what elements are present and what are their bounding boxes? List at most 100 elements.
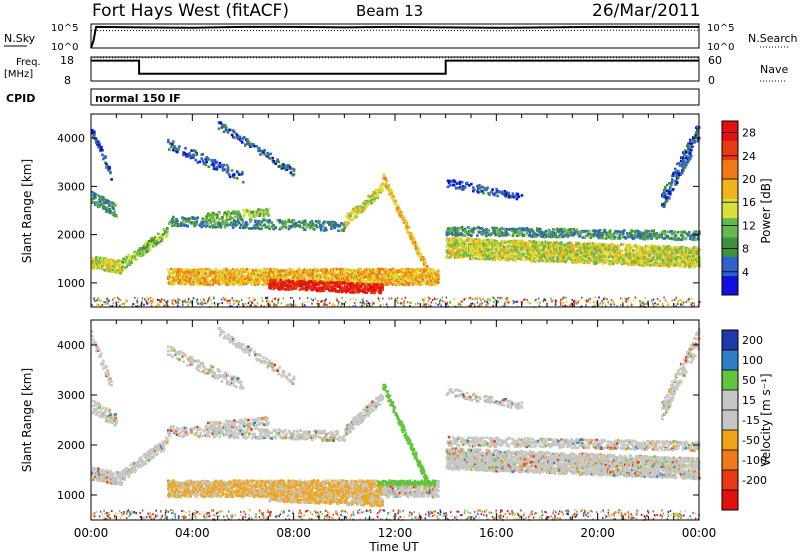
heatmap-cell [181,282,184,286]
heatmap-cell [390,190,393,193]
heatmap-cell [185,275,188,279]
heatmap-cell [416,280,420,283]
heatmap-cell [97,140,100,144]
heatmap-cell [305,225,309,229]
heatmap-cell [389,279,393,282]
heatmap-cell [98,205,101,209]
heatmap-cell [327,221,330,224]
heatmap-cell [402,216,406,220]
heatmap-cell [272,287,275,291]
heatmap-cell [381,184,384,187]
heatmap-cell [210,224,214,227]
heatmap-cell [226,283,230,286]
heatmap-cell [357,268,360,271]
heatmap-cell [164,228,167,231]
heatmap-cell [205,268,208,271]
heatmap-cell [282,221,286,225]
heatmap-cell [261,269,264,273]
heatmap-cell [286,220,290,223]
heatmap-cell [402,283,406,286]
heatmap-cell [320,226,323,230]
heatmap-cell [210,275,214,278]
heatmap-cell [344,279,347,282]
heatmap-cell [285,268,288,272]
heatmap-cell [354,276,357,279]
heatmap-cell [161,233,165,236]
heatmap-cell [225,273,229,276]
heatmap-cell [348,268,351,272]
heatmap-cell [147,240,151,243]
heatmap-cell [346,275,349,279]
heatmap-cell [309,277,313,280]
heatmap-cell [172,215,175,219]
heatmap-cell [201,222,205,225]
heatmap-cell [160,235,164,238]
heatmap-cell [349,279,352,282]
heatmap-cell [236,273,240,276]
heatmap-cell [119,260,122,264]
heatmap-cell [326,278,330,282]
heatmap-cell [552,256,555,259]
heatmap-cell [426,272,430,275]
heatmap-cell [395,279,399,282]
heatmap-cell [426,267,430,270]
heatmap-cell [333,226,336,230]
heatmap-cell [333,268,337,272]
heatmap-cell [272,224,275,227]
heatmap-cell [389,281,393,284]
cpid-entry: normal 150 IF [95,92,181,105]
heatmap-cell [354,272,357,276]
nave-tick-bottom: 0 [708,74,715,87]
heatmap-cell [294,223,298,226]
heatmap-cell [236,219,240,223]
heatmap-cell [194,279,197,282]
heatmap-cell [415,243,419,247]
heatmap-cell [379,186,382,189]
heatmap-cell [428,268,431,271]
heatmap-cell [137,254,141,257]
heatmap-cell [437,277,440,281]
heatmap-cell [95,138,98,141]
heatmap-cell [408,281,412,285]
heatmap-cell [107,259,110,262]
heatmap-cell [250,283,254,286]
heatmap-cell [274,270,277,274]
heatmap-cell [312,283,316,287]
heatmap-cell [222,276,226,280]
heatmap-cell [267,221,270,224]
heatmap-cell [264,275,267,278]
heatmap-cell [98,143,101,147]
heatmap-cell [378,282,381,286]
heatmap-cell [375,273,378,277]
heatmap-cell [409,232,413,235]
nave-tick-top: 60 [708,54,722,67]
heatmap-cell [281,285,284,289]
heatmap-cell [303,281,307,285]
heatmap-cell [207,269,211,273]
heatmap-cell [430,279,433,283]
heatmap-cell [156,232,160,236]
heatmap-cell [354,291,357,294]
heatmap-cell [271,280,274,284]
heatmap-cell [296,276,300,280]
heatmap-cell [321,275,325,278]
heatmap-cell [195,218,198,221]
heatmap-cell [415,250,419,254]
heatmap-cell [170,274,173,277]
heatmap-cell [368,199,371,203]
heatmap-cell [287,288,291,291]
heatmap-cell [318,220,321,224]
heatmap-cell [186,273,189,277]
heatmap-cell [302,287,306,291]
heatmap-cell [347,281,350,284]
heatmap-cell [92,267,95,271]
heatmap-cell [309,280,313,283]
heatmap-cell [421,256,425,260]
heatmap-cell [511,252,515,255]
heatmap-cell [179,273,182,276]
heatmap-cell [180,270,183,273]
heatmap-cell [255,269,258,273]
heatmap-cell [239,216,242,219]
heatmap-cell [223,223,227,227]
heatmap-cell [213,272,217,275]
